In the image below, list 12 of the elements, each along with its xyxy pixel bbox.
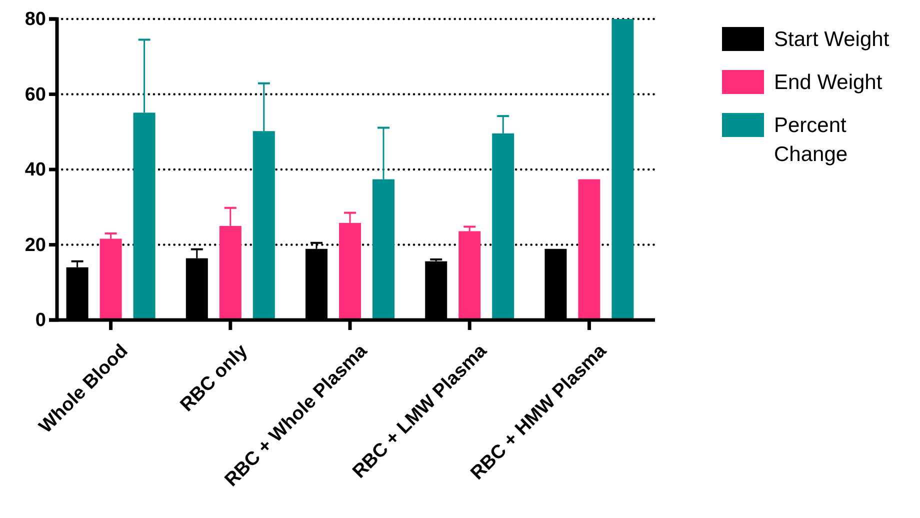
y-tick-label: 40	[24, 160, 46, 181]
y-tick-label: 0	[35, 310, 46, 332]
bar	[578, 179, 600, 320]
y-tick-label: 60	[24, 84, 46, 106]
bar	[458, 231, 481, 320]
legend-label: Percent Change	[774, 114, 848, 166]
bar	[100, 238, 122, 320]
y-tick-label: 20	[24, 234, 46, 256]
bar	[612, 19, 634, 320]
legend-label: End Weight	[774, 71, 882, 94]
legend-label: Start Weight	[774, 28, 890, 51]
y-tick-label: 80	[24, 9, 46, 30]
